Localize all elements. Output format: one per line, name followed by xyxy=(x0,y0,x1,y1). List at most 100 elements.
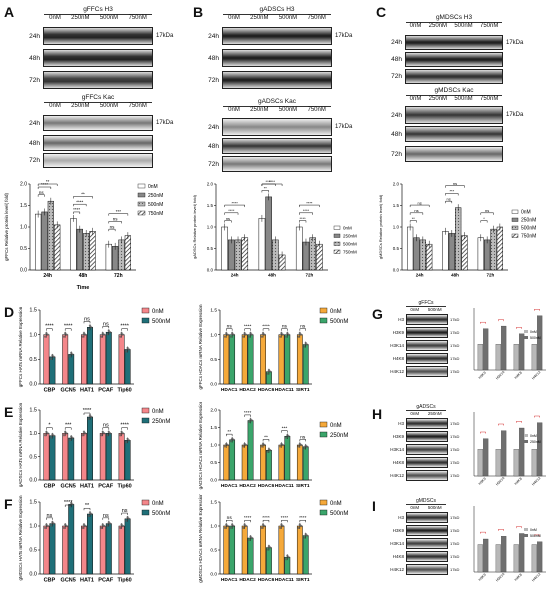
chart-f-hats: gMDSCs HATs mRNA Relative Expression 0.0 0… xyxy=(18,495,170,584)
data-point xyxy=(303,536,306,539)
x-tick-label: Tip60 xyxy=(117,578,131,584)
blot-row: 72h xyxy=(201,156,332,172)
x-tick-label: H3K14 xyxy=(495,572,505,582)
significance-bracket xyxy=(498,319,504,322)
legend-label: 0nM xyxy=(148,184,158,190)
significance-label: **** xyxy=(120,324,129,330)
blot-band xyxy=(406,525,448,536)
legend-swatch xyxy=(524,528,528,531)
data-point xyxy=(100,434,103,437)
legend-label: 0nM xyxy=(530,434,537,438)
band-label: H4K12 xyxy=(390,369,404,374)
bar xyxy=(284,334,291,385)
y-tick-label: 1.0 xyxy=(20,225,27,231)
time-label: 48h xyxy=(391,56,402,63)
significance-bracket xyxy=(46,328,53,331)
bar xyxy=(227,239,235,271)
data-point xyxy=(50,357,53,361)
x-tick-label: HAT1 xyxy=(80,484,94,490)
significance-bracket xyxy=(534,415,540,418)
data-point xyxy=(250,419,253,422)
data-point xyxy=(81,434,84,437)
significance-label: ns xyxy=(103,321,109,327)
y-axis-label: gADSCs HDACs mRNA Relative Expression xyxy=(198,402,203,489)
significance-bracket xyxy=(445,193,459,196)
significance-label: ns xyxy=(414,208,418,213)
legend-label: 500nM xyxy=(521,226,536,232)
bar xyxy=(229,334,236,385)
legend-label: 0nM xyxy=(530,528,537,532)
bar xyxy=(272,239,279,271)
bar xyxy=(112,246,119,271)
time-label: 48h xyxy=(208,54,219,62)
x-axis-label: Time xyxy=(77,285,90,290)
time-label: 48h xyxy=(29,139,40,147)
significance-label: **** xyxy=(120,423,129,429)
bar xyxy=(519,427,525,477)
blot-band xyxy=(43,115,153,131)
blot-band xyxy=(222,138,332,154)
data-point xyxy=(43,434,47,437)
data-point xyxy=(248,538,251,542)
data-point xyxy=(242,526,245,530)
data-point xyxy=(71,353,74,356)
kda-label: 17kD xyxy=(450,317,460,322)
data-point xyxy=(125,441,128,444)
conc-label: 750nM xyxy=(479,23,499,29)
y-tick-label: 2.0 xyxy=(393,182,400,187)
bar xyxy=(105,243,112,271)
y-tick-label: 2.0 xyxy=(20,182,27,188)
y-tick-label: 2.0 xyxy=(210,408,217,414)
band-label: H4K8 xyxy=(392,554,404,559)
legend-label: 0nM xyxy=(521,210,531,216)
bar xyxy=(519,333,525,371)
data-point xyxy=(71,436,74,440)
data-point xyxy=(65,432,68,435)
bar xyxy=(490,228,497,271)
bar xyxy=(442,231,449,271)
data-point xyxy=(223,335,227,338)
data-point xyxy=(125,350,128,353)
significance-label: **** xyxy=(76,199,83,204)
bar xyxy=(278,525,285,575)
kda-label: 17kDa xyxy=(156,33,174,39)
data-point xyxy=(119,434,122,437)
blot-band xyxy=(405,146,503,162)
bar xyxy=(260,444,266,481)
x-tick-label: 24h xyxy=(416,273,424,278)
bar xyxy=(62,525,69,575)
legend-swatch xyxy=(141,317,150,324)
data-point xyxy=(268,449,272,452)
legend-swatch xyxy=(333,249,341,254)
y-tick-label: 1.0 xyxy=(29,431,37,437)
bar xyxy=(513,344,519,371)
legend-label: 250nM xyxy=(330,433,348,439)
bar xyxy=(43,334,50,385)
legend-label: 500nM xyxy=(530,336,541,340)
significance-bracket xyxy=(299,328,306,331)
time-label: 24h xyxy=(391,39,402,46)
legend-label: 250nM xyxy=(343,234,357,239)
bar xyxy=(531,344,537,371)
x-tick-label: H3K14 xyxy=(495,370,505,380)
bar xyxy=(295,226,303,271)
data-point xyxy=(52,434,55,437)
conc-label: 500nM xyxy=(278,15,298,21)
blot-band xyxy=(406,418,448,429)
x-tick-label: HDAC1 xyxy=(221,577,238,583)
x-tick-label: HDAC1 xyxy=(221,483,238,489)
significance-bracket xyxy=(480,220,488,223)
kda-label: 17kD xyxy=(450,515,460,520)
x-tick-label: H4K8 xyxy=(514,573,523,582)
blot-band xyxy=(406,512,448,523)
significance-label: ns xyxy=(485,208,489,213)
y-tick-label: 1.5 xyxy=(210,425,217,431)
chart-e-hats: gADSCs HATs mRNA Relative Expression 0.0 0… xyxy=(18,402,170,490)
blot-band xyxy=(406,431,448,442)
blot-title: gADSCs H3 xyxy=(259,6,295,13)
data-point xyxy=(100,526,103,530)
kda-label: 17kDa xyxy=(156,120,174,126)
time-label: 72h xyxy=(29,76,40,84)
data-point xyxy=(284,557,288,561)
bar xyxy=(43,433,50,481)
